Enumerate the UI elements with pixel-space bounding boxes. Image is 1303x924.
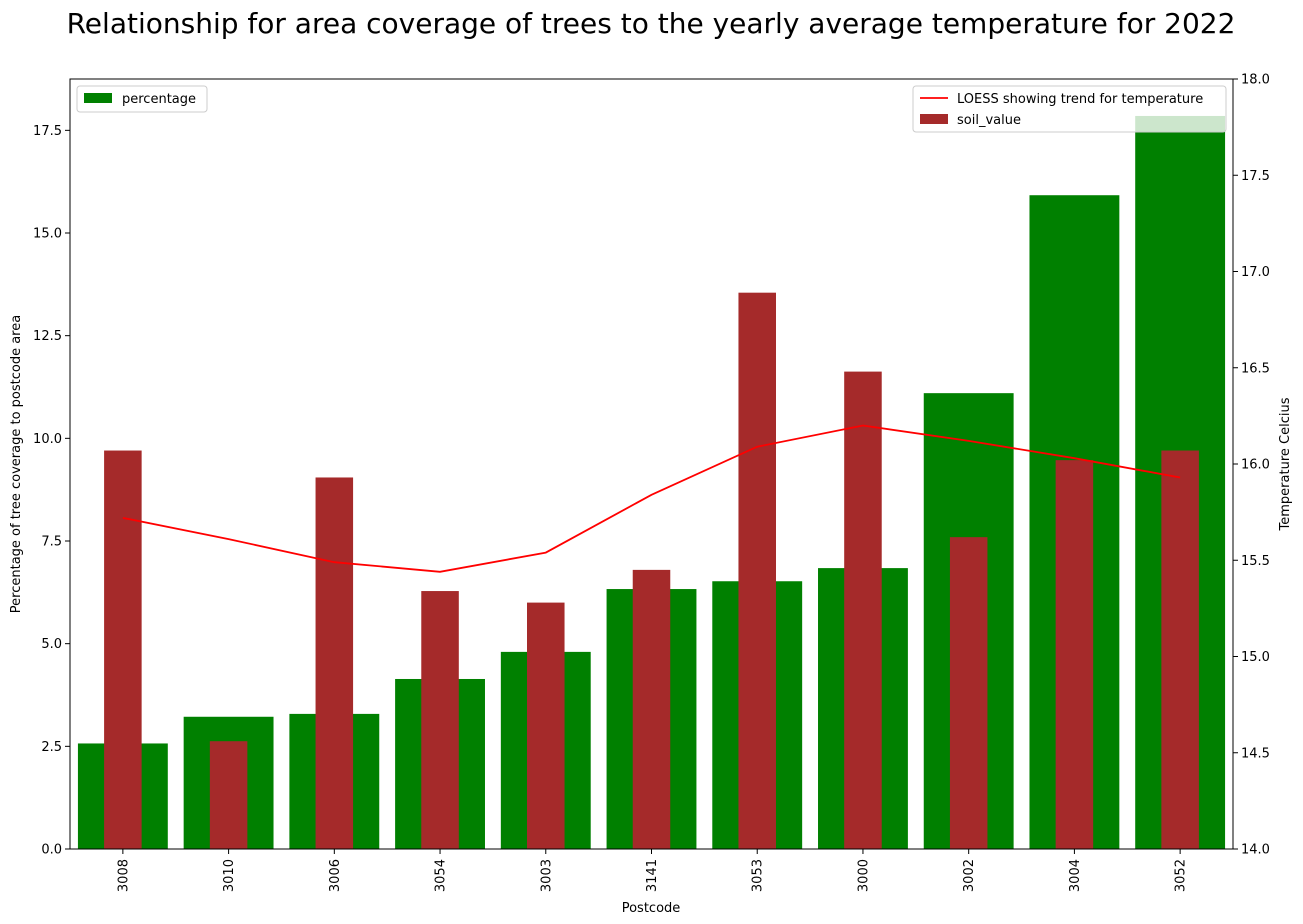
- left-y-tick-label: 15.0: [33, 227, 62, 242]
- bar-soil-value-3052: [1161, 450, 1199, 849]
- left-y-tick-label: 5.0: [41, 637, 62, 652]
- left-y-tick-label: 17.5: [33, 124, 62, 139]
- legend-swatch-percentage: [84, 93, 112, 103]
- x-axis-ticks: 3008 3010 3006 3054 3003 3141 3053 3000 3002 3004…: [116, 849, 1189, 892]
- bar-soil-value-3000: [844, 371, 882, 849]
- left-y-tick-label: 0.0: [41, 843, 62, 858]
- legend-right-frame: [912, 85, 1227, 133]
- left-y-tick-label: 12.5: [33, 329, 62, 344]
- legend-label-soil-value: soil_value: [957, 113, 1021, 128]
- bar-soil-value-3010: [209, 741, 248, 849]
- legend-swatch-soil-value: [920, 114, 948, 124]
- x-tick-label: 3008: [116, 859, 131, 892]
- right-y-tick-label: 18.0: [1241, 73, 1270, 88]
- chart-title: Relationship for area coverage of trees …: [67, 7, 1236, 40]
- right-y-tick-label: 17.0: [1241, 265, 1270, 280]
- right-y-axis-label: Temperature Celcius: [1278, 397, 1293, 531]
- x-tick-label: 3141: [645, 859, 660, 892]
- bar-soil-value-3006: [315, 477, 354, 849]
- legend-label-loess: LOESS showing trend for temperature: [957, 92, 1203, 107]
- x-tick-label: 3000: [856, 859, 871, 892]
- right-y-axis-ticks: 14.0 14.5 15.0 15.5 16.0 16.5 17.0 17.5 18.0: [1233, 73, 1270, 858]
- left-y-axis-label: Percentage of tree coverage to postcode …: [9, 315, 24, 613]
- right-y-tick-label: 16.0: [1241, 458, 1270, 473]
- legend-right: LOESS showing trend for temperature soil…: [912, 85, 1227, 133]
- left-y-tick-label: 10.0: [33, 432, 62, 447]
- legend-left: percentage: [76, 85, 208, 113]
- x-tick-label: 3052: [1174, 859, 1189, 892]
- x-tick-label: 3002: [962, 859, 977, 892]
- legend-label-percentage: percentage: [122, 92, 196, 107]
- x-tick-label: 3053: [751, 859, 766, 892]
- x-tick-label: 3010: [222, 859, 237, 892]
- right-y-tick-label: 15.0: [1241, 650, 1270, 665]
- x-tick-label: 3003: [539, 859, 554, 892]
- x-tick-label: 3054: [434, 859, 449, 892]
- legend-left-frame: [76, 85, 208, 113]
- left-y-tick-label: 7.5: [41, 535, 62, 550]
- x-tick-label: 3004: [1068, 859, 1083, 892]
- right-y-tick-label: 14.0: [1241, 843, 1270, 858]
- right-y-tick-label: 14.5: [1241, 746, 1270, 761]
- right-y-tick-label: 15.5: [1241, 554, 1270, 569]
- bar-soil-value-3008: [104, 450, 142, 849]
- left-y-tick-label: 2.5: [41, 740, 62, 755]
- bar-soil-value-3053: [738, 292, 776, 849]
- x-axis-label: Postcode: [622, 901, 681, 916]
- right-y-tick-label: 16.5: [1241, 361, 1270, 376]
- bar-soil-value-3002: [949, 537, 988, 849]
- bar-soil-value-3141: [632, 569, 671, 849]
- x-tick-label: 3006: [328, 859, 343, 892]
- left-y-axis-ticks: 0.0 2.5 5.0 7.5 10.0 12.5 15.0 17.5: [33, 124, 70, 858]
- bar-soil-value-3004: [1055, 460, 1094, 849]
- loess-trend-line: [122, 424, 1181, 573]
- right-y-tick-label: 17.5: [1241, 169, 1270, 184]
- bar-soil-value-3054: [421, 591, 459, 849]
- bar-soil-value-3003: [527, 602, 565, 849]
- soil-value-bars: [104, 292, 1199, 849]
